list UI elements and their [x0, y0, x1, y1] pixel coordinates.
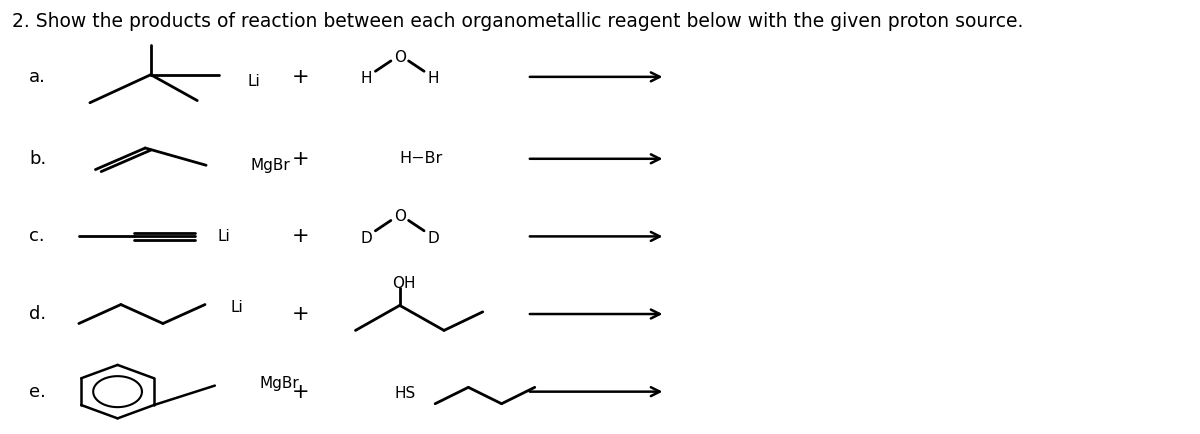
Text: d.: d. [29, 305, 46, 323]
Text: 2. Show the products of reaction between each organometallic reagent below with : 2. Show the products of reaction between… [12, 12, 1024, 31]
Text: MgBr: MgBr [259, 376, 299, 391]
Text: Li: Li [247, 74, 259, 89]
Text: a.: a. [29, 68, 46, 86]
Text: D: D [361, 231, 372, 246]
Text: D: D [427, 231, 439, 246]
Text: Li: Li [217, 229, 230, 244]
Text: HS: HS [395, 386, 415, 401]
Text: OH: OH [392, 276, 416, 291]
Text: H: H [427, 71, 439, 85]
Text: MgBr: MgBr [251, 158, 290, 173]
Text: O: O [394, 50, 406, 65]
Text: Li: Li [230, 300, 244, 316]
Text: b.: b. [29, 150, 47, 168]
Text: +: + [292, 304, 308, 324]
Text: e.: e. [29, 383, 46, 401]
Text: +: + [292, 149, 308, 169]
Text: H−Br: H−Br [400, 151, 443, 166]
Text: +: + [292, 67, 308, 87]
Text: +: + [292, 227, 308, 247]
Text: +: + [292, 381, 308, 401]
Text: H: H [361, 71, 372, 85]
Text: O: O [394, 210, 406, 224]
Text: c.: c. [29, 227, 44, 245]
